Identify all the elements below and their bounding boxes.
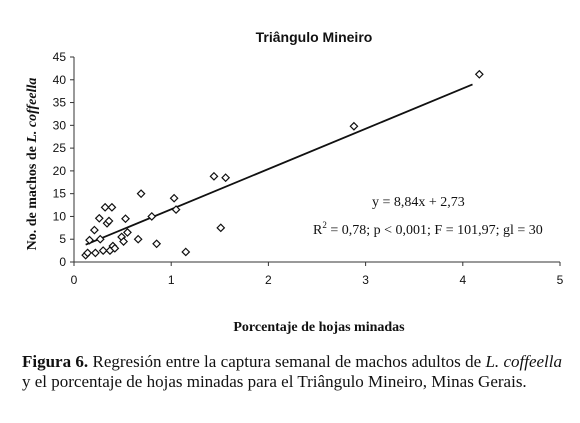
chart-title: Triângulo Mineiro: [256, 29, 373, 45]
data-point: [216, 223, 226, 233]
data-point: [90, 248, 100, 258]
y-tick-label: 5: [59, 232, 66, 246]
y-axis-label-species: L. coffeella: [25, 78, 40, 144]
data-point: [107, 202, 117, 212]
y-tick-label: 0: [59, 255, 66, 269]
y-axis-label: No. de machos de L. coffeella: [25, 78, 40, 251]
data-point: [181, 247, 191, 257]
data-point: [133, 234, 143, 244]
data-point: [100, 202, 110, 212]
data-point: [94, 213, 104, 223]
x-axis: 0 1 2 3 4 5: [71, 262, 564, 287]
regression-line: [85, 83, 473, 246]
x-tick-label: 1: [168, 273, 175, 287]
x-axis-label: Porcentaje de hojas minadas: [233, 320, 405, 335]
data-point: [169, 193, 179, 203]
figure-caption: Figura 6. Regresión entre la captura sem…: [22, 352, 562, 392]
data-point: [171, 205, 181, 215]
data-point: [147, 211, 157, 221]
y-tick-label: 15: [53, 187, 67, 201]
x-tick-label: 3: [362, 273, 369, 287]
y-axis-label-prefix: No. de machos de: [25, 143, 40, 251]
stats-superscript: 2: [322, 220, 327, 230]
figure-label: Figura 6.: [22, 352, 89, 371]
x-tick-label: 5: [557, 273, 564, 287]
caption-species: L. coffeella: [485, 352, 562, 371]
data-point: [123, 227, 132, 237]
y-tick-label: 10: [53, 209, 67, 223]
y-tick-label: 35: [53, 96, 67, 110]
data-point: [83, 248, 93, 258]
y-tick-label: 20: [53, 164, 67, 178]
data-point: [98, 246, 108, 256]
stats-values: = 0,78; p < 0,001; F = 101,97; gl = 30: [327, 223, 543, 238]
data-point: [89, 225, 99, 235]
stats-r: R: [313, 223, 323, 238]
x-tick-label: 0: [71, 273, 78, 287]
caption-text-2: y el porcentaje de hojas minadas para el…: [22, 372, 527, 391]
y-tick-label: 40: [53, 73, 67, 87]
regression-stats: R2 = 0,78; p < 0,001; F = 101,97; gl = 3…: [313, 220, 543, 238]
x-tick-label: 4: [459, 273, 466, 287]
y-axis: 0 5 10 15 20 25 30 35 40 45: [53, 50, 74, 269]
scatter-chart: Triângulo Mineiro No. de machos de L. co…: [25, 29, 564, 335]
data-point: [136, 189, 146, 199]
caption-text-1: Regresión entre la captura semanal de ma…: [88, 352, 486, 371]
y-tick-label: 25: [53, 141, 67, 155]
data-point: [221, 173, 231, 183]
data-points: [81, 69, 484, 260]
data-point: [95, 234, 105, 244]
x-tick-label: 2: [265, 273, 272, 287]
data-point: [209, 171, 219, 181]
y-tick-label: 45: [53, 50, 67, 64]
data-point: [152, 239, 162, 249]
data-point: [121, 214, 130, 224]
data-point: [119, 237, 129, 246]
data-point: [85, 235, 95, 245]
data-point: [110, 243, 120, 253]
regression-equation: y = 8,84x + 2,73: [372, 195, 465, 210]
data-point: [349, 121, 359, 131]
data-point: [104, 216, 114, 226]
data-point: [474, 69, 484, 79]
y-tick-label: 30: [53, 118, 67, 132]
